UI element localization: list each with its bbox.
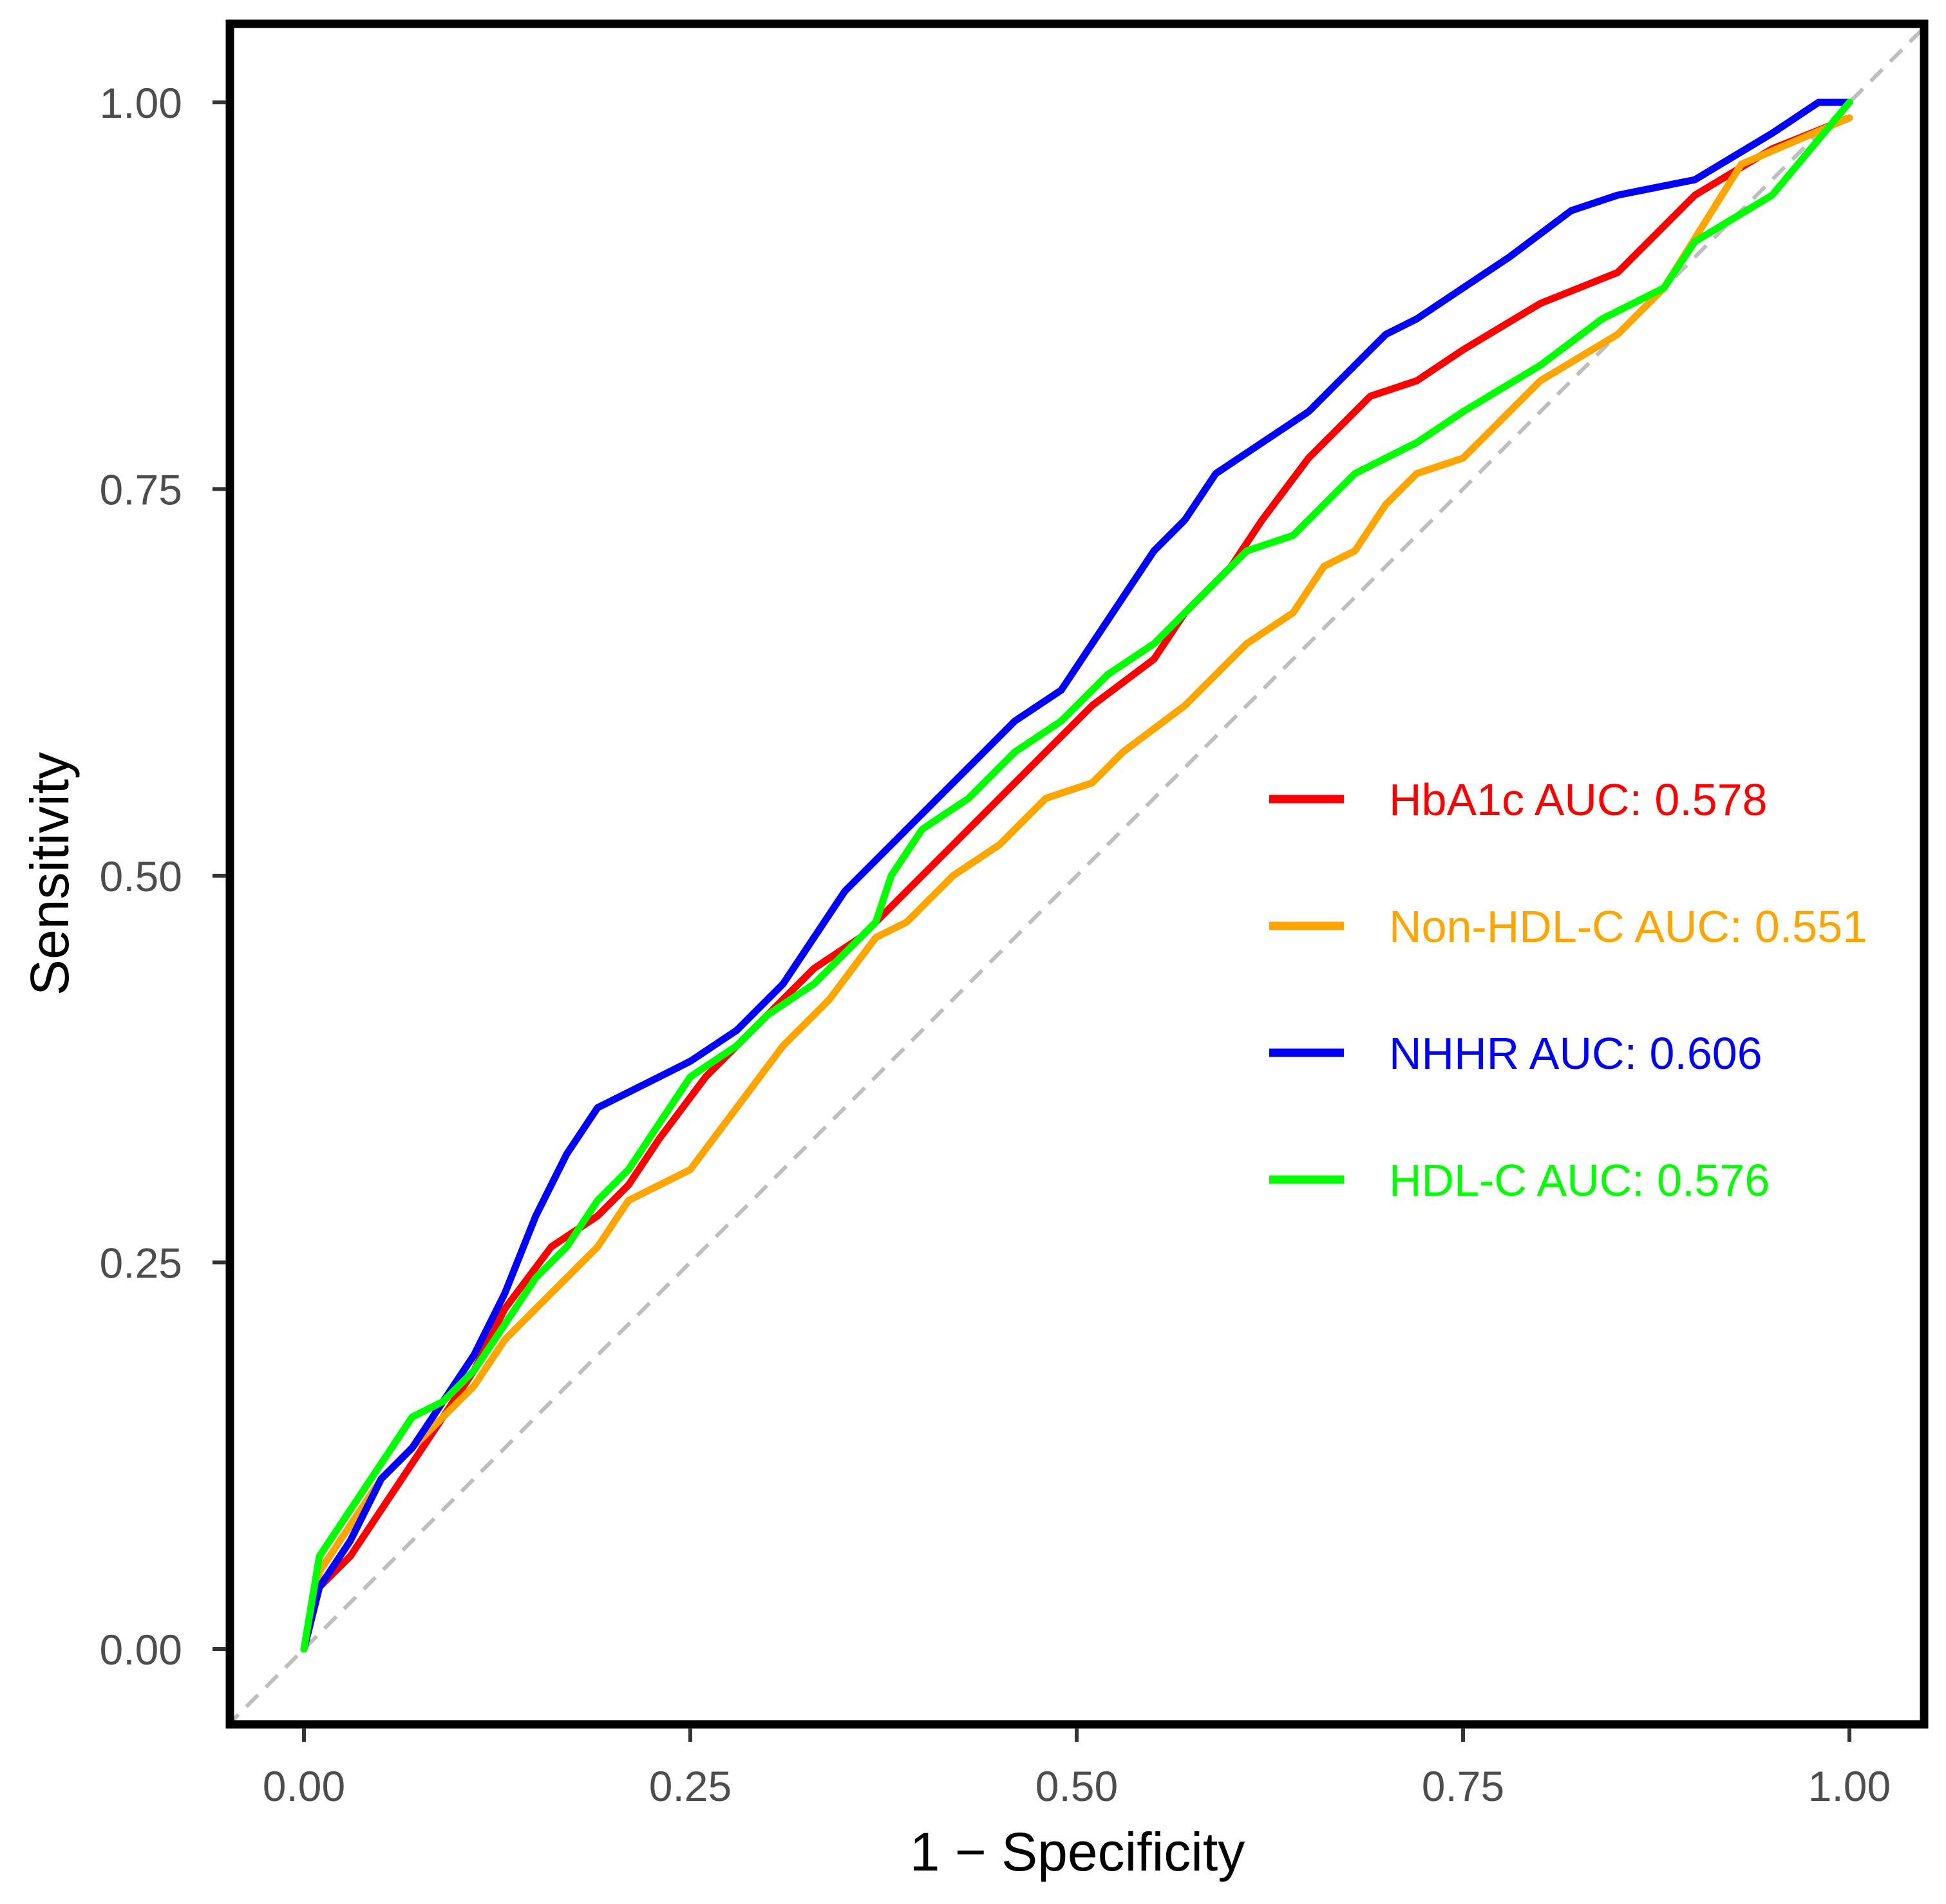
x-tick-label: 1.00 bbox=[1808, 1762, 1891, 1810]
x-tick-label: 0.00 bbox=[263, 1762, 345, 1810]
x-axis-title: 1 − Specificity bbox=[910, 1822, 1245, 1882]
y-tick-label: 0.00 bbox=[100, 1626, 182, 1673]
roc-curve-non-hdl-c bbox=[300, 114, 1853, 1653]
roc-curve-nhhr bbox=[300, 99, 1853, 1653]
y-tick-label: 1.00 bbox=[100, 79, 182, 127]
x-tick-label: 0.75 bbox=[1422, 1762, 1504, 1810]
legend-label: HDL-C AUC: 0.576 bbox=[1389, 1155, 1770, 1205]
roc-curve-hdl-c bbox=[300, 99, 1853, 1653]
x-tick-label: 0.50 bbox=[1035, 1762, 1118, 1810]
y-tick-label: 0.50 bbox=[100, 853, 182, 900]
legend-label: Non-HDL-C AUC: 0.551 bbox=[1389, 901, 1867, 952]
plot-panel-border bbox=[225, 19, 1929, 1729]
y-tick-label: 0.25 bbox=[100, 1239, 182, 1287]
x-tick-label: 0.25 bbox=[649, 1762, 732, 1810]
y-axis-title: Sensitivity bbox=[19, 752, 80, 995]
axis-layer: 0.00 0.25 0.50 0.75 1.00 0.00 0.25 0.50 0.75 1.00 bbox=[100, 79, 1891, 1810]
y-tick-label: 0.75 bbox=[100, 466, 182, 514]
legend-label: HbA1c AUC: 0.578 bbox=[1389, 775, 1768, 825]
legend-label: NHHR AUC: 0.606 bbox=[1389, 1028, 1762, 1079]
legend: HbA1c AUC: 0.578 Non-HDL-C AUC: 0.551 NHHR… bbox=[1269, 775, 1867, 1205]
series-layer bbox=[300, 99, 1853, 1653]
